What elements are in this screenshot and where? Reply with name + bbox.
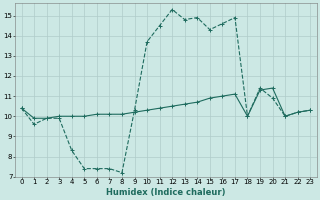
X-axis label: Humidex (Indice chaleur): Humidex (Indice chaleur) (106, 188, 226, 197)
